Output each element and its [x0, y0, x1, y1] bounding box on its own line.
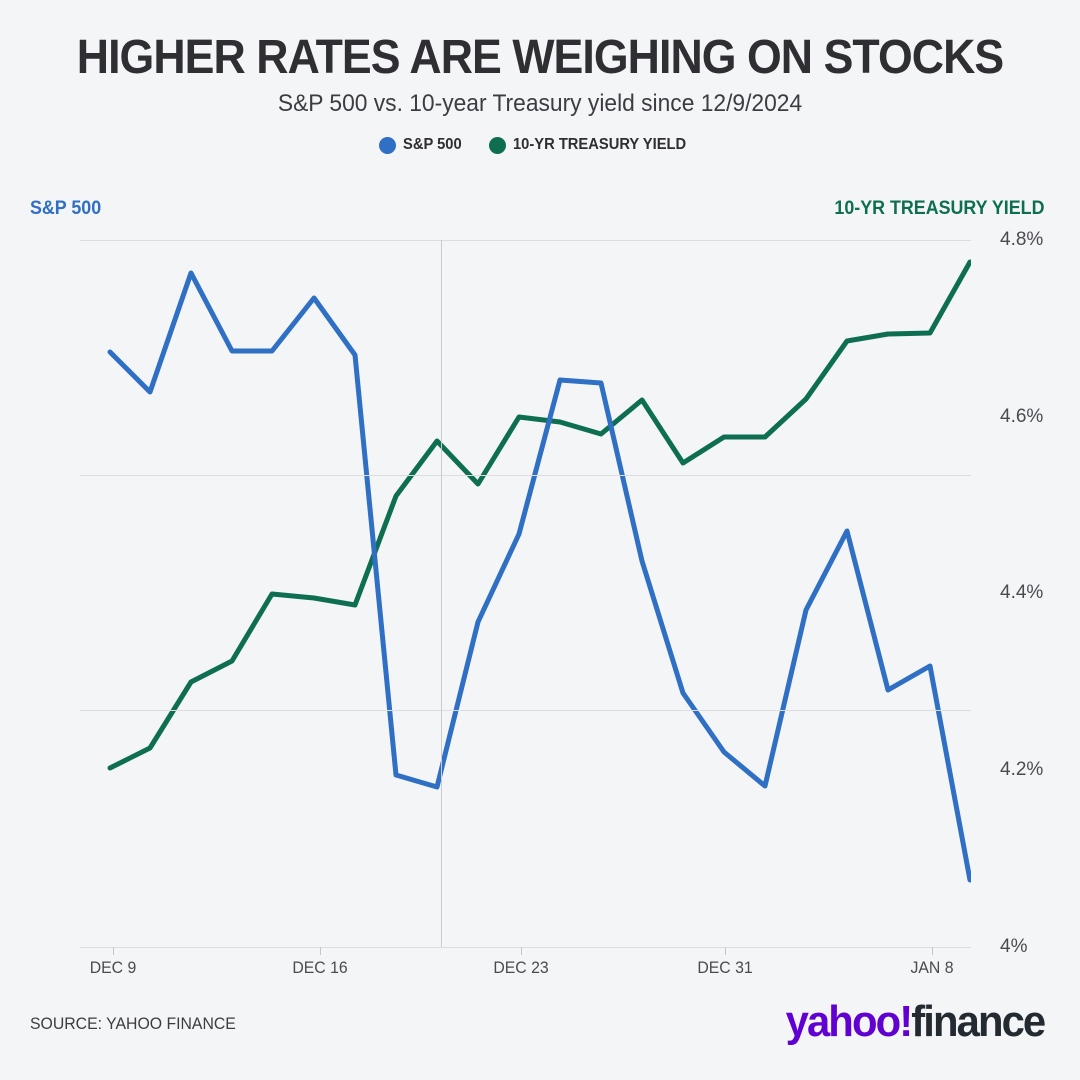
series-line-yield [107, 259, 971, 771]
chart-title: HIGHER RATES ARE WEIGHING ON STOCKS [76, 31, 1004, 84]
plot-area [80, 240, 971, 955]
series-line-sp500 [107, 270, 971, 883]
source-attribution: SOURCE: YAHOO FINANCE [30, 1014, 236, 1033]
xtick-mark-2 [521, 947, 522, 955]
chart-subtitle: S&P 500 vs. 10-year Treasury yield since… [277, 90, 803, 117]
legend-item-yield[interactable]: 10-YR TREASURY YIELD [488, 136, 701, 154]
xtick-label-4: JAN 8 [910, 958, 954, 977]
right-tick-0: 4.8% [1000, 229, 1044, 250]
logo-yahoo-text: yahoo! [785, 997, 913, 1046]
chart-legend: S&P 500 10-YR TREASURY YIELD [0, 136, 1080, 154]
series-lines [107, 259, 971, 883]
legend-dot-icon-sp500 [379, 136, 397, 154]
xtick-mark-1 [320, 947, 321, 955]
legend-dot-icon-yield [488, 136, 506, 154]
gridline-mid-2 [80, 710, 971, 711]
gridline-mid-1 [80, 475, 971, 476]
yahoo-finance-logo: yahoo!finance [785, 997, 1046, 1047]
right-axis-header: 10-YR TREASURY YIELD [833, 198, 1044, 219]
legend-label-sp500: S&P 500 [403, 136, 462, 153]
right-tick-4: 4% [1000, 936, 1028, 957]
xtick-label-2: DEC 23 [493, 958, 549, 977]
gridline-bottom [80, 947, 971, 948]
legend-item-sp500[interactable]: S&P 500 [379, 136, 467, 154]
gridline-top [80, 240, 971, 241]
right-tick-3: 4.2% [1000, 759, 1044, 780]
right-tick-1: 4.6% [1000, 406, 1044, 427]
xtick-mark-0 [113, 947, 114, 955]
gridline-vertical-emphasis [441, 240, 442, 947]
logo-finance-text: finance [910, 997, 1046, 1046]
xtick-mark-4 [932, 947, 933, 955]
right-tick-2: 4.4% [1000, 582, 1044, 603]
left-axis-header: S&P 500 [30, 198, 102, 219]
xtick-label-0: DEC 9 [89, 958, 137, 977]
xtick-label-1: DEC 16 [292, 958, 348, 977]
xtick-mark-3 [725, 947, 726, 955]
legend-label-yield: 10-YR TREASURY YIELD [512, 136, 686, 153]
xtick-label-3: DEC 31 [697, 958, 753, 977]
